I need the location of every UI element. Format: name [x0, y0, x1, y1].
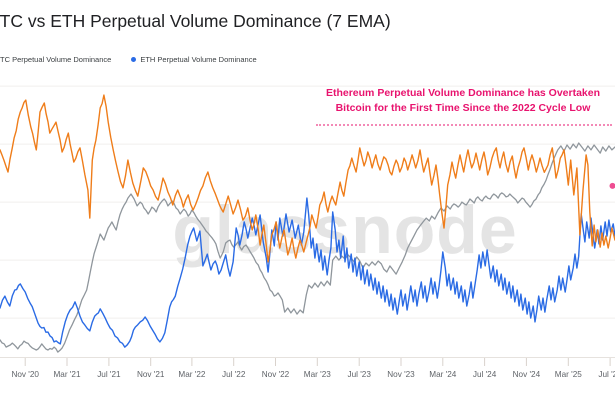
- legend: BTC Perpetual Volume Dominance ETH Perpe…: [0, 55, 257, 64]
- x-axis-label: Jul '22: [222, 370, 246, 379]
- x-axis-label: Jul '25: [598, 370, 615, 379]
- legend-item-eth[interactable]: ETH Perpetual Volume Dominance: [131, 55, 257, 64]
- annotation-line-2: Bitcoin for the First Time Since the 202…: [335, 102, 591, 114]
- eth-series-dot-icon: [131, 57, 137, 62]
- legend-item-btc[interactable]: BTC Perpetual Volume Dominance: [0, 55, 111, 64]
- legend-label-btc: BTC Perpetual Volume Dominance: [0, 55, 112, 64]
- x-axis-label: Mar '22: [178, 370, 205, 379]
- x-axis-label: Jul '24: [473, 370, 497, 379]
- x-axis-label: Mar '21: [53, 370, 80, 379]
- legend-label-eth: ETH Perpetual Volume Dominance: [140, 55, 257, 64]
- x-axis-label: Mar '25: [555, 370, 582, 379]
- x-axis-label: Jul '21: [97, 370, 121, 379]
- x-axis-label: Jul '23: [347, 370, 371, 379]
- series-line-gray: [0, 142, 615, 353]
- pink-marker-dot: [609, 182, 615, 189]
- x-axis-label: Mar '24: [429, 370, 456, 379]
- page-title: BTC vs ETH Perpetual Volume Dominance (7…: [0, 11, 391, 31]
- annotation-line-1: Ethereum Perpetual Volume Dominance has …: [325, 87, 601, 99]
- x-axis-label: Mar '23: [304, 370, 331, 379]
- annotation: Ethereum Perpetual Volume Dominance has …: [313, 86, 613, 116]
- x-axis-label: Nov '20: [11, 370, 39, 379]
- series-line-btc: [0, 94, 615, 263]
- x-axis-label: Nov '23: [387, 370, 415, 379]
- series-line-eth: [0, 197, 615, 348]
- x-axis-label: Nov '22: [262, 370, 290, 379]
- x-axis-label: Nov '24: [513, 370, 541, 379]
- annotation-dotted-line: [316, 124, 612, 126]
- x-axis-label: Nov '21: [137, 370, 165, 379]
